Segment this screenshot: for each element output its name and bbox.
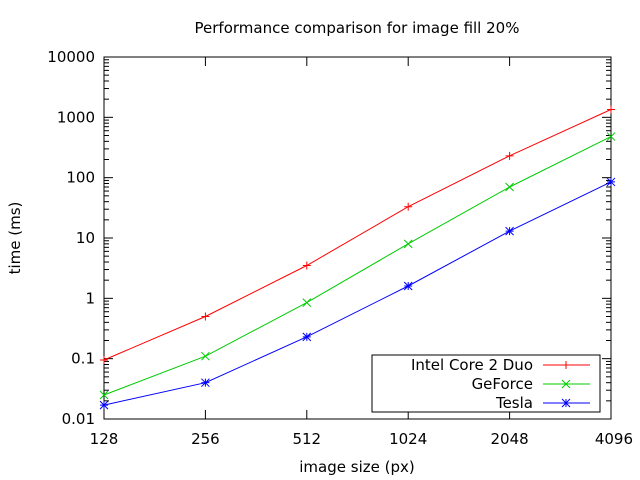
data-point	[302, 332, 312, 342]
data-point	[201, 378, 210, 388]
legend-marker	[561, 398, 571, 408]
y-tick-label: 1000	[57, 108, 95, 126]
x-tick-label: 512	[292, 430, 321, 448]
legend-label: Intel Core 2 Duo	[411, 356, 533, 374]
data-point	[201, 351, 210, 361]
chart-title: Performance comparison for image fill 20…	[195, 19, 520, 37]
y-axis-label: time (ms)	[6, 202, 24, 275]
y-tick-label: 0.01	[62, 410, 95, 428]
series-cross	[99, 132, 616, 400]
x-tick-label: 2048	[491, 430, 529, 448]
y-tick-label: 0.1	[71, 350, 95, 368]
plot-frame	[103, 56, 612, 420]
x-tick-label: 4096	[595, 430, 633, 448]
y-tick-label: 1	[85, 289, 95, 307]
legend-label: GeForce	[472, 375, 533, 393]
data-point	[606, 132, 616, 141]
data-point	[403, 239, 413, 249]
data-point	[505, 226, 514, 236]
y-tick-label: 100	[66, 169, 95, 187]
data-point	[403, 281, 413, 291]
data-point	[404, 202, 413, 211]
x-axis-label: image size (px)	[299, 458, 414, 476]
series-plus	[100, 105, 615, 365]
series-line	[103, 181, 612, 406]
series-line	[103, 109, 612, 361]
data-point	[505, 151, 514, 160]
data-point	[99, 400, 109, 410]
data-point	[505, 182, 514, 192]
y-tick-label: 10	[76, 229, 95, 247]
series-line	[103, 136, 612, 396]
y-tick-label: 10000	[47, 48, 95, 66]
data-point	[99, 390, 109, 400]
data-point	[302, 298, 312, 307]
legend-label: Tesla	[495, 394, 533, 412]
series-layer	[99, 105, 616, 410]
x-tick-label: 128	[90, 430, 119, 448]
legend-marker	[561, 379, 571, 389]
x-tick-label: 1024	[389, 430, 427, 448]
data-point	[100, 356, 108, 365]
x-axis-ticks: 128 256 512 1024 2048 4096	[90, 57, 633, 448]
legend-marker	[562, 361, 570, 369]
data-point	[201, 312, 210, 321]
y-axis-ticks: 0.01 0.1 1 10 100 1000 10000	[47, 48, 611, 428]
data-point	[606, 177, 616, 187]
data-point	[302, 261, 311, 270]
data-point	[607, 105, 615, 114]
series-star	[99, 177, 616, 410]
x-tick-label: 256	[191, 430, 220, 448]
